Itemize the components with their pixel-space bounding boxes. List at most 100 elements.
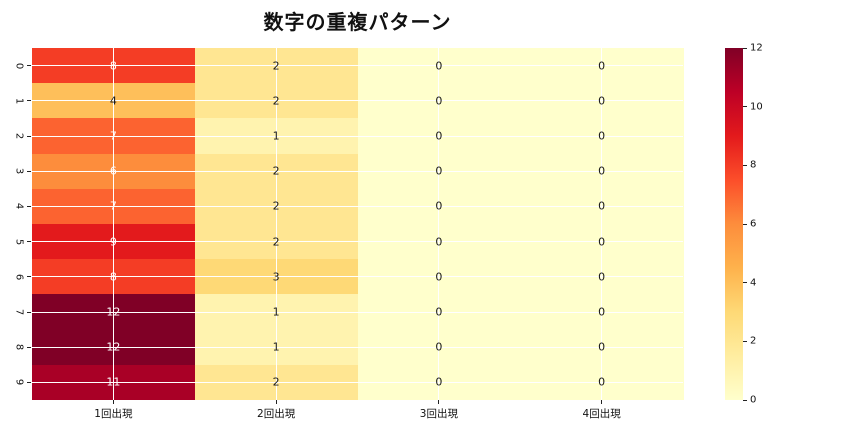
x-tick-mark [601,400,603,404]
y-tick-label: 4 [13,203,25,210]
heatmap-cell-value: 2 [272,94,280,108]
heatmap-cell-value: 0 [598,199,606,213]
y-tick-label: 7 [13,308,25,316]
colorbar-tick-mark [743,399,747,401]
heatmap-cell-value: 0 [598,305,606,319]
y-tick-mark [27,65,31,67]
colorbar-tick-mark [743,340,747,342]
heatmap-cell-value: 0 [598,164,606,178]
y-tick-mark [27,135,31,137]
heatmap-cell-value: 0 [598,375,606,389]
heatmap-cell-value: 0 [435,199,443,213]
y-tick-label: 0 [13,62,25,69]
y-tick-mark [27,346,31,348]
heatmap-cell-value: 0 [598,129,606,143]
colorbar-tick-label: 10 [750,101,763,113]
colorbar [725,48,743,400]
heatmap-cell-value: 7 [109,129,117,143]
heatmap-cell-value: 4 [109,94,117,108]
heatmap-cell-value: 0 [598,59,606,73]
colorbar-tick-mark [743,47,747,49]
y-tick-mark [27,100,31,102]
heatmap-cell-value: 0 [598,94,606,108]
x-tick-label: 1回出現 [94,408,133,420]
colorbar-gradient [725,48,743,400]
gridline-vertical [601,48,603,400]
heatmap-cell-value: 0 [598,270,606,284]
heatmap-cell-value: 2 [272,235,280,249]
gridline-horizontal [32,381,683,383]
y-tick-label: 2 [13,132,25,140]
gridline-horizontal [32,100,683,102]
y-tick-label: 9 [13,379,25,386]
heatmap-cell-value: 0 [435,59,443,73]
y-tick-label: 8 [13,344,25,351]
x-tick-label: 4回出現 [582,408,621,420]
heatmap-cell-value: 0 [598,340,606,354]
gridline-horizontal [32,65,683,67]
heatmap-cell-value: 0 [435,164,443,178]
colorbar-tick-mark [743,223,747,225]
heatmap-cell-value: 8 [109,270,117,284]
heatmap-cell-value: 0 [435,235,443,249]
gridline-horizontal [32,346,683,348]
y-tick-mark [27,170,31,172]
colorbar-tick-label: 2 [750,335,757,347]
y-tick-label: 1 [13,97,25,104]
chart-title: 数字の重複パターン [263,10,452,34]
heatmap-cell-value: 2 [272,164,280,178]
heatmap-cell-value: 1 [272,340,280,354]
colorbar-tick-mark [743,164,747,166]
heatmap-cell-value: 6 [109,164,117,178]
x-tick-mark [438,400,440,404]
y-tick-mark [27,381,31,383]
heatmap-cell-value: 0 [435,270,443,284]
y-tick-mark [27,205,31,207]
gridline-vertical [112,48,114,400]
heatmap-cell-value: 12 [106,305,121,319]
gridline-horizontal [32,311,683,313]
colorbar-tick-label: 0 [750,394,757,406]
y-tick-mark [27,241,31,243]
heatmap-cell-value: 0 [435,305,443,319]
colorbar-tick-label: 4 [750,277,757,289]
colorbar-tick-label: 6 [750,218,757,230]
heatmap-cell-value: 2 [272,59,280,73]
heatmap-cell-value: 0 [598,235,606,249]
heatmap-cell-value: 0 [435,129,443,143]
y-tick-mark [27,276,31,278]
gridline-horizontal [32,205,683,207]
x-tick-mark [112,400,114,404]
y-tick-mark [27,311,31,313]
heatmap-cell-value: 3 [272,270,280,284]
y-tick-label: 3 [13,168,25,175]
y-tick-label: 6 [13,273,25,280]
heatmap-cell-value: 0 [435,94,443,108]
gridline-horizontal [32,135,683,137]
gridline-horizontal [32,276,683,278]
heatmap-cell-value: 12 [106,340,121,354]
heatmap-cell-value: 1 [272,305,280,319]
heatmap-cell-value: 9 [109,235,117,249]
gridline-horizontal [32,170,683,172]
heatmap-cell-value: 2 [272,375,280,389]
heatmap-cell-value: 0 [435,375,443,389]
colorbar-tick-mark [743,106,747,108]
heatmap-cell-value: 0 [435,340,443,354]
x-tick-label: 3回出現 [419,408,458,420]
heatmap-cell-value: 8 [109,59,117,73]
y-tick-label: 5 [13,238,25,245]
x-tick-label: 2回出現 [257,408,296,420]
colorbar-tick-label: 8 [750,159,757,171]
colorbar-tick-label: 12 [750,42,763,54]
colorbar-tick-mark [743,282,747,284]
heatmap-cell-value: 7 [109,199,117,213]
gridline-vertical [438,48,440,400]
heatmap-cell-value: 1 [272,129,280,143]
heatmap-cell-value: 11 [106,375,121,389]
heatmap-cell-value: 2 [272,199,280,213]
heatmap-plot: 8 2 0 0 4 2 0 0 7 1 0 0 6 2 0 0 7 2 0 0 9 2 0 0 8 3 0 0 12 1 0 0 12 1 0 0 11… [32,48,684,401]
x-tick-mark [275,400,277,404]
gridline-horizontal [32,241,683,243]
